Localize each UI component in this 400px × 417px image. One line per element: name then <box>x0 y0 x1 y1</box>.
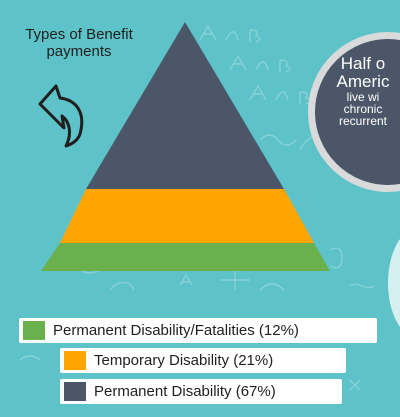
pyramid-title: Types of Benefit payments <box>4 26 154 60</box>
bubble-line-3: live wi <box>346 90 380 104</box>
legend-label: Permanent Disability/Fatalities (12%) <box>53 322 299 339</box>
pyramid-title-line2: payments <box>46 43 112 60</box>
pyramid-title-line1: Types of Benefit <box>25 26 133 43</box>
bubble-line-2: Americ <box>336 72 390 91</box>
bubble-line-1: Half o <box>340 54 386 73</box>
pyramid-bottom-layer <box>41 243 330 271</box>
legend-swatch-slate <box>64 382 86 401</box>
curved-up-left-arrow-icon <box>38 84 84 148</box>
pyramid-middle-layer <box>60 189 314 243</box>
legend-swatch-green <box>23 321 45 340</box>
legend-item-temporary: Temporary Disability (21%) <box>60 348 346 373</box>
pyramid-top-layer <box>86 22 284 189</box>
legend-swatch-orange <box>64 351 86 370</box>
legend-label: Temporary Disability (21%) <box>94 352 274 369</box>
bubble-line-4: chronic <box>343 102 383 116</box>
legend-item-permanent: Permanent Disability (67%) <box>60 379 342 404</box>
legend-label: Permanent Disability (67%) <box>94 383 276 400</box>
legend-item-fatalities: Permanent Disability/Fatalities (12%) <box>19 318 377 343</box>
statistic-bubble-text: Half o Americ live wi chronic recurrent <box>323 54 400 128</box>
bubble-line-5: recurrent <box>338 114 388 128</box>
